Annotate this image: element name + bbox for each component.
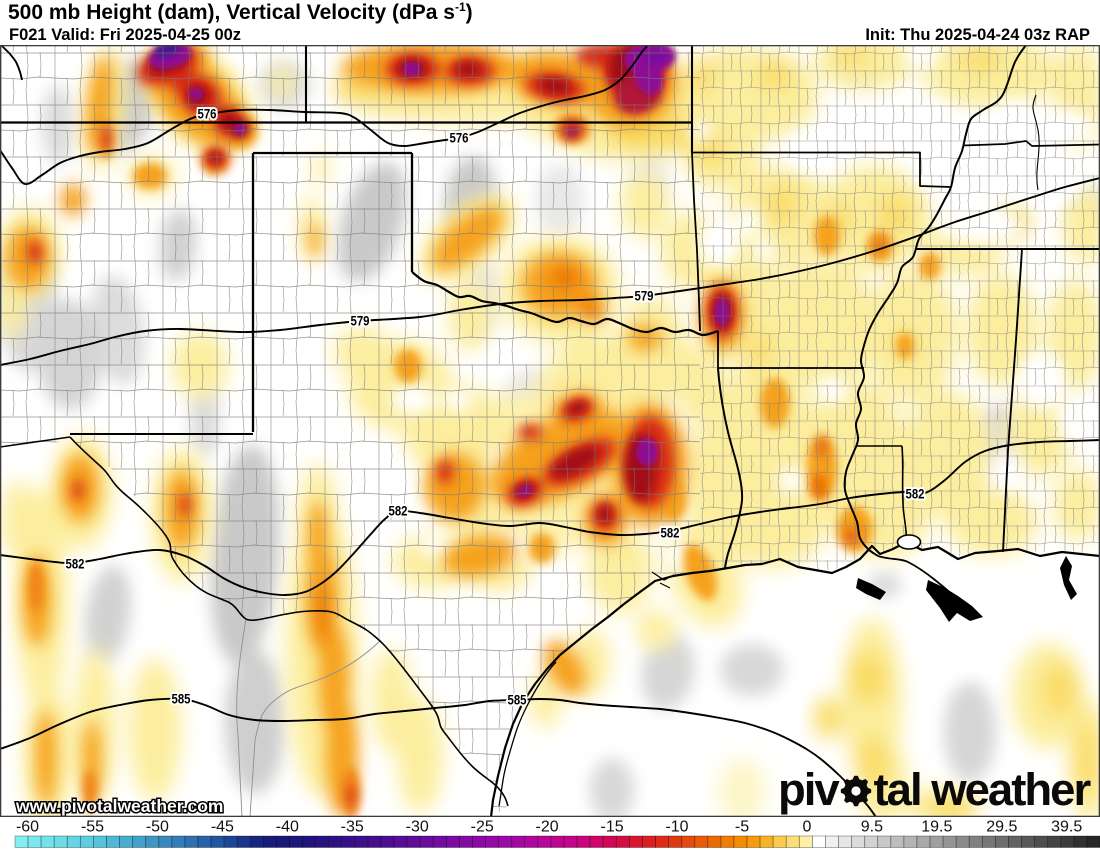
svg-text:-15: -15 (601, 819, 624, 836)
svg-text:www.pivotalweather.com: www.pivotalweather.com (15, 796, 223, 816)
svg-text:-45: -45 (211, 819, 234, 836)
svg-text:-25: -25 (471, 819, 494, 836)
svg-text:-20: -20 (536, 819, 559, 836)
svg-text:585: 585 (508, 693, 527, 708)
svg-text:576: 576 (450, 131, 469, 146)
svg-text:tal weather: tal weather (874, 764, 1092, 815)
svg-text:39.5: 39.5 (1051, 819, 1082, 836)
svg-text:-30: -30 (406, 819, 429, 836)
svg-text:579: 579 (351, 314, 370, 329)
svg-text:585: 585 (172, 692, 191, 707)
svg-text:29.5: 29.5 (986, 819, 1017, 836)
svg-text:-5: -5 (735, 819, 749, 836)
svg-text:582: 582 (661, 526, 680, 541)
svg-text:9.5: 9.5 (861, 819, 883, 836)
svg-text:582: 582 (66, 557, 85, 572)
svg-text:-55: -55 (81, 819, 104, 836)
svg-text:579: 579 (635, 289, 654, 304)
svg-text:piv: piv (778, 764, 840, 815)
svg-text:0: 0 (802, 819, 811, 836)
svg-text:-40: -40 (276, 819, 299, 836)
svg-text:576: 576 (198, 107, 217, 122)
svg-text:582: 582 (906, 487, 925, 502)
svg-text:-60: -60 (16, 819, 39, 836)
svg-text:-50: -50 (146, 819, 169, 836)
svg-text:-35: -35 (341, 819, 364, 836)
svg-text:-10: -10 (665, 819, 688, 836)
svg-text:19.5: 19.5 (921, 819, 952, 836)
svg-text:582: 582 (389, 504, 408, 519)
